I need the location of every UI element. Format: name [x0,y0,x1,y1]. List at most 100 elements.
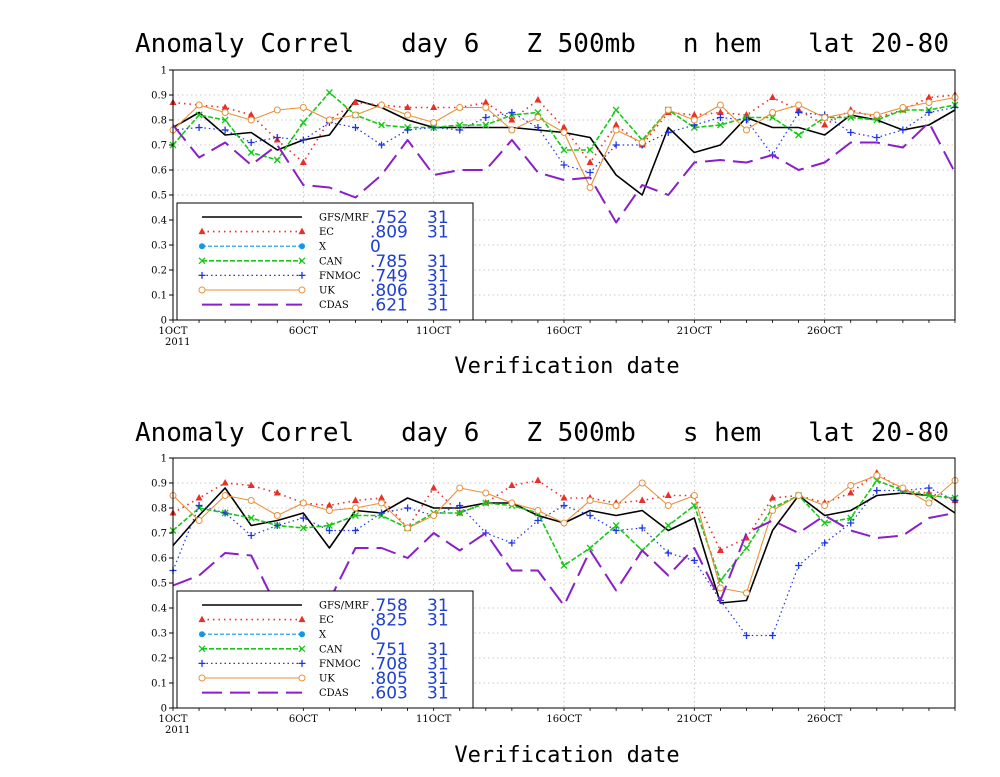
x-tick-label: 16OCT [546,326,582,337]
legend-series-count: 31 [427,296,449,316]
data-point [586,512,594,519]
series-layer [169,89,959,224]
data-point [534,124,542,131]
data-point [404,524,412,532]
legend-entry-cdas: CDAS .621 31 [202,296,449,316]
data-point [612,527,620,534]
data-point [742,126,750,134]
series-line-ec [172,472,956,552]
data-point [821,114,829,121]
data-point [534,96,542,103]
data-point [769,114,776,121]
x-tick-label: 26OCT [807,714,843,725]
legend-marker [198,615,206,623]
data-point [586,184,594,191]
data-point [716,546,724,553]
legend-series-count: 31 [427,669,449,689]
data-point [273,489,281,496]
data-point [456,121,464,129]
data-point [299,136,307,144]
y-tick-label: 0.5 [151,579,167,590]
y-tick-label: 0.9 [151,91,167,102]
series-uk [169,472,959,597]
data-point [638,479,646,487]
data-point [404,111,412,119]
data-point [769,507,777,514]
data-point [325,116,333,124]
data-point [247,514,255,522]
chart-title: Anomaly Correl day 6 Z 500mb n hem lat 2… [135,29,949,59]
data-point [247,139,255,146]
legend-marker [298,286,306,294]
y-tick-label: 0.6 [151,166,167,177]
data-point [378,101,386,109]
data-point [847,489,855,496]
legend-marker [298,257,306,265]
legend-series-score: .785 [370,252,408,272]
legend-series-name: CAN [319,644,343,655]
data-point [743,544,750,552]
legend-series-name: CDAS [319,300,349,311]
y-tick-label: 0.6 [151,554,167,565]
data-point [221,116,229,124]
data-point [508,126,516,134]
legend-series-score: .809 [370,223,408,243]
data-point [352,512,359,519]
data-point [586,497,594,504]
y-tick-label: 0.3 [151,241,167,252]
data-point [534,476,542,483]
data-point [508,499,516,507]
data-point [299,104,307,111]
y-tick-label: 1 [161,454,167,465]
data-point [847,129,855,136]
legend-series-count: 31 [427,281,449,301]
data-point [247,111,255,118]
data-point [795,562,803,569]
data-point [482,489,490,497]
y-tick-label: 0.1 [151,679,167,690]
legend-series-name: FNMOC [319,659,361,670]
data-point [273,156,281,164]
data-point [899,126,907,134]
legend-marker [298,674,306,682]
legend-series-count: 31 [427,266,449,286]
data-point [664,502,672,509]
data-point [273,106,281,114]
legend-entry-ec: EC .809 31 [198,223,449,243]
data-point [742,632,750,639]
legend-marker [199,243,205,250]
legend-entry-fnmoc: FNMOC .708 31 [198,654,449,674]
data-point [325,507,333,514]
legend-series-score: .749 [370,266,408,286]
data-point [456,484,464,492]
data-point [351,98,359,105]
y-tick-label: 0 [161,704,167,715]
data-point [873,477,881,484]
data-point [482,499,490,507]
legend-entry-gfs-mrf: GFS/MRF .752 31 [202,208,449,228]
legend-series-count: 31 [427,684,449,704]
x-tick-label: 26OCT [807,326,843,337]
data-point [195,124,203,131]
y-tick-label: 0.7 [151,141,167,152]
data-point [247,116,255,124]
data-point [456,509,464,517]
legend-entry-gfs-mrf: GFS/MRF .758 31 [202,596,449,616]
legend-series-name: EC [319,615,334,626]
data-point [925,99,933,106]
data-point [586,169,594,176]
data-point [690,116,698,124]
data-point [664,129,672,136]
data-point [325,522,333,529]
legend-series-name: GFS/MRF [319,213,369,224]
data-point [221,126,229,134]
data-point [925,492,933,499]
data-point [769,109,777,116]
data-point [247,481,255,488]
data-point [899,104,907,111]
y-tick-label: 0.5 [151,191,167,202]
data-point [560,161,568,169]
